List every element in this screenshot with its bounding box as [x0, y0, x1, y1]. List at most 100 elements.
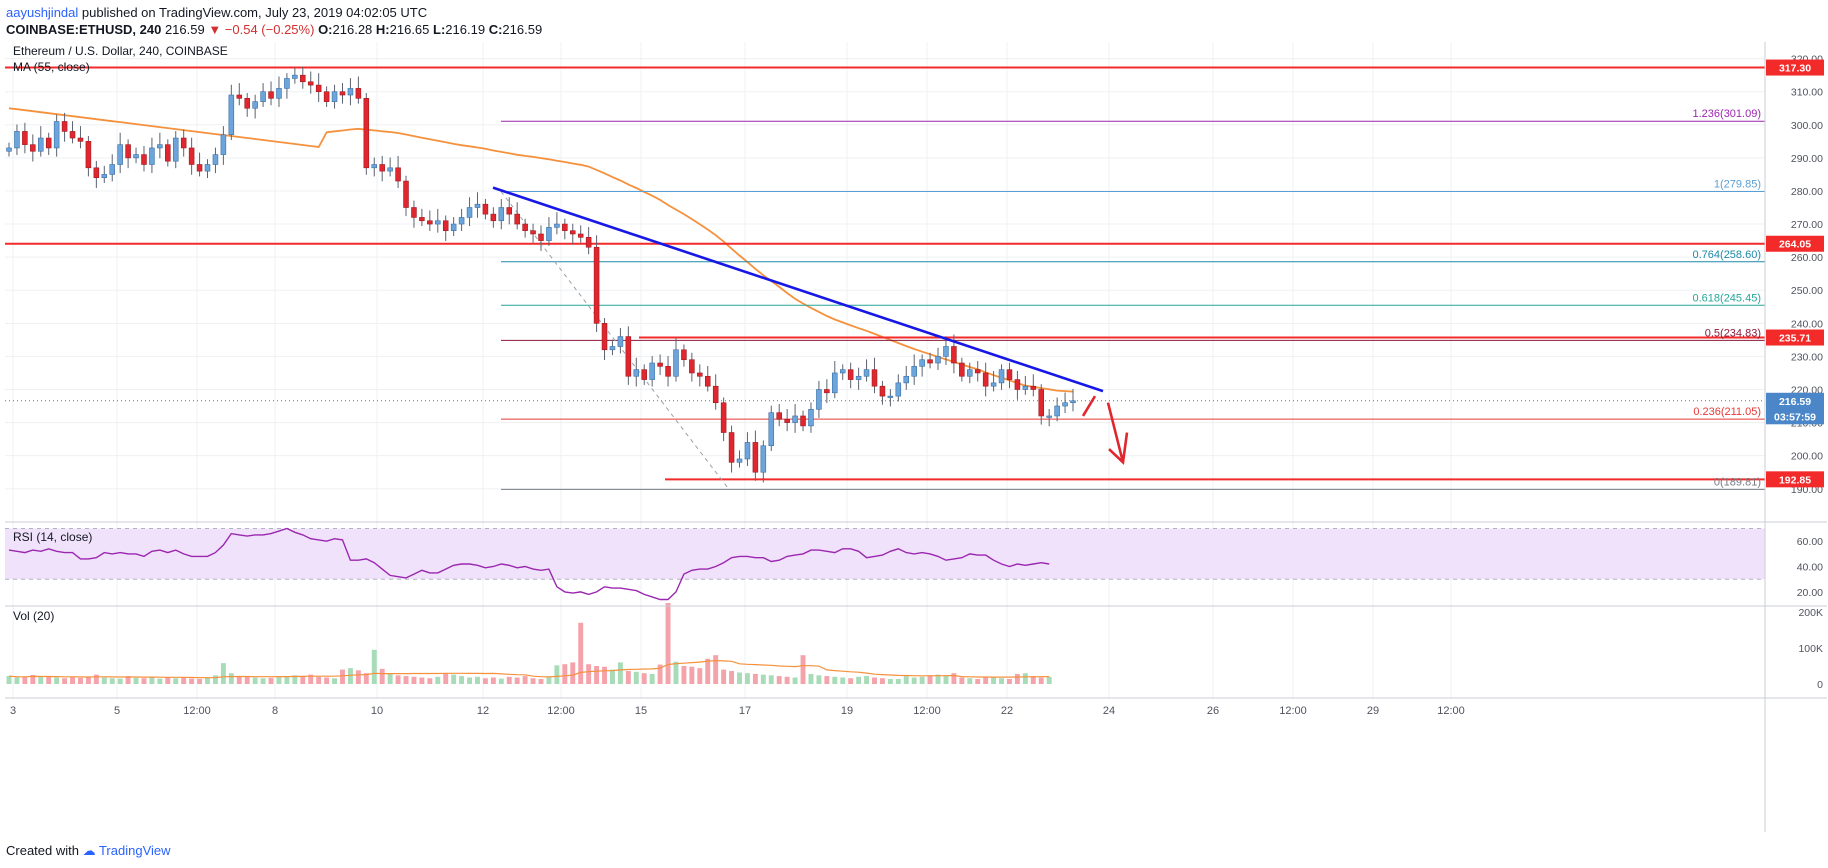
candle-body [371, 164, 378, 169]
volume-bar [475, 676, 480, 684]
candle-body [323, 91, 330, 102]
candle-body [681, 349, 687, 361]
candle-body [498, 207, 505, 222]
candle-body [673, 349, 679, 377]
candle-body [419, 217, 425, 222]
tag-countdown-bg [1766, 408, 1824, 425]
fib-levels[interactable]: 1.236(301.09) 1(279.85) 0.764(258.60) 0.618… [500, 108, 1765, 490]
volume-tick: 0 [1817, 679, 1823, 691]
fib-anchor-line [500, 191, 730, 490]
price-chart[interactable]: 1.236(301.09) 1(279.85) 0.764(258.60) 0.618… [5, 42, 1827, 832]
candle-body [180, 137, 187, 149]
candle-body [990, 382, 997, 387]
candle-body [236, 94, 243, 99]
time-tick: 12:00 [183, 705, 211, 717]
volume-bar [133, 677, 139, 684]
candle-body [260, 91, 266, 102]
trendline[interactable] [492, 186, 1104, 393]
candle-body [982, 372, 989, 387]
candle-body [474, 203, 481, 208]
time-tick: 12:00 [1279, 705, 1307, 717]
volume-bar [673, 661, 679, 684]
volume-bar [935, 674, 941, 684]
candle-body [1038, 389, 1045, 417]
candle-body [784, 418, 790, 423]
ma-label[interactable]: MA (55, close) [13, 60, 90, 74]
volume-bar [530, 678, 536, 684]
candle-body [466, 207, 473, 218]
volume-bar [93, 674, 99, 684]
volume-bar [768, 675, 774, 684]
volume-bar [173, 678, 179, 684]
high-value: 216.65 [389, 22, 430, 37]
volume-scale[interactable]: 200K 100K 0 [1798, 607, 1823, 691]
volume-bar [951, 673, 957, 684]
candle-body [125, 144, 131, 159]
close-label: C: [488, 22, 503, 37]
red-arrow-down[interactable] [1106, 402, 1129, 465]
volume-bar [1014, 673, 1020, 684]
candle-body [1030, 385, 1037, 390]
chart-header: aayushjindal published on TradingView.co… [0, 0, 1828, 40]
horizontal-levels[interactable] [5, 66, 1765, 481]
price-scale[interactable]: 320.00310.00300.00290.00280.00270.00260.… [1791, 54, 1823, 496]
candle-body [458, 217, 465, 225]
candle-body [760, 445, 767, 473]
price-tick: 250.00 [1791, 285, 1823, 297]
tag-235-bg [1766, 329, 1824, 346]
candle-body [768, 412, 775, 447]
time-tick: 22 [1001, 705, 1013, 717]
volume-bar [911, 677, 917, 684]
candle-body [157, 144, 163, 149]
time-scale[interactable]: 3 5 12:00 8 10 12 12:00 15 17 19 12:00 22 24 26 12:00 2… [10, 705, 1465, 717]
volume-bar [594, 666, 600, 684]
volume-bar [149, 677, 155, 684]
candle-body [172, 137, 179, 162]
candle-body [450, 223, 457, 231]
volume-bar [856, 676, 862, 684]
candle-body [1006, 369, 1013, 380]
candle-body [824, 389, 830, 394]
candle-body [839, 369, 846, 374]
volume-label[interactable]: Vol (20) [13, 609, 54, 623]
volume-bar [268, 677, 274, 684]
candle-body [165, 144, 171, 162]
chart-frame[interactable]: 1.236(301.09) 1(279.85) 0.764(258.60) 0.618… [5, 42, 1827, 832]
candle-body [307, 81, 314, 86]
volume-bar [649, 673, 655, 684]
candle-body [45, 137, 52, 149]
rsi-label[interactable]: RSI (14, close) [13, 530, 92, 544]
candle-body [816, 389, 822, 410]
candle-body [141, 154, 147, 165]
candle-body [403, 180, 409, 208]
volume-bar [363, 673, 369, 684]
candle-body [704, 375, 711, 387]
volume-bar [308, 674, 314, 684]
rsi-scale[interactable]: 60.00 40.00 20.00 [1797, 536, 1823, 599]
candle-body [522, 223, 528, 231]
drawings[interactable] [492, 186, 1129, 465]
time-tick: 24 [1103, 705, 1115, 717]
volume-bar [808, 673, 814, 684]
candle-body [879, 385, 886, 397]
tradingview-logo[interactable]: ☁︎ TradingView [82, 843, 171, 858]
candle-body [569, 230, 576, 235]
red-arrow-up[interactable] [1081, 395, 1097, 417]
candle-body [53, 121, 60, 149]
volume-bar [903, 676, 909, 684]
volume-bar [578, 622, 584, 684]
author-link[interactable]: aayushjindal [6, 5, 79, 20]
volume-tick: 100K [1798, 643, 1823, 655]
time-tick: 12:00 [1437, 705, 1465, 717]
footer: Created with ☁︎ TradingView [6, 843, 171, 859]
candle-body [903, 375, 910, 384]
publish-line: aayushjindal published on TradingView.co… [6, 5, 427, 20]
time-tick: 19 [841, 705, 853, 717]
candle-body [919, 359, 925, 367]
volume-bar [800, 655, 806, 684]
volume-bar [665, 603, 671, 684]
volume-bar [490, 677, 496, 684]
time-tick: 8 [272, 705, 278, 717]
grid [5, 42, 1765, 698]
volume-bar [46, 676, 52, 684]
